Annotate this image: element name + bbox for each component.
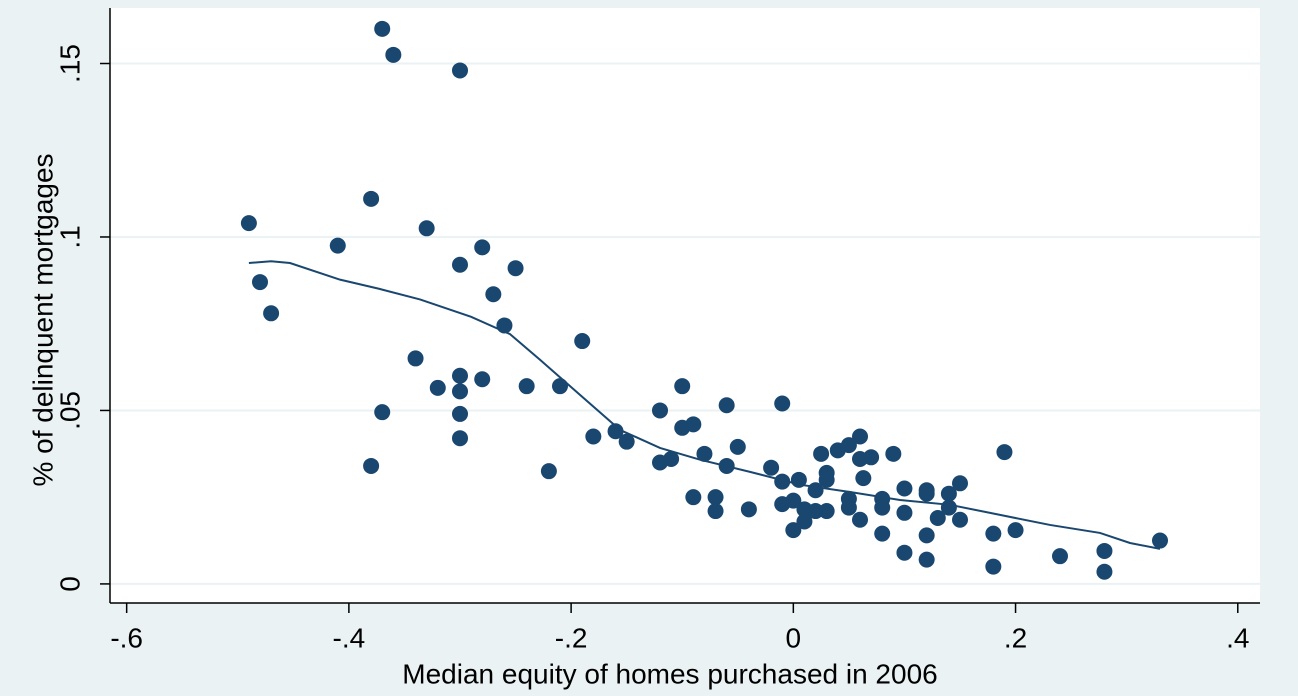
scatter-point [940,485,957,502]
scatter-point [474,371,491,388]
scatter-point [429,379,446,396]
scatter-point [896,504,913,521]
scatter-point [896,480,913,497]
x-tick-label: -.6 [110,622,143,653]
scatter-point [452,430,468,447]
scatter-point [718,397,735,414]
scatter-point [663,451,680,468]
scatter-point [363,457,380,474]
scatter-point [852,428,868,445]
scatter-point [929,510,946,526]
fit-line [248,260,1161,550]
scatter-point [785,522,802,539]
scatter-point [507,260,524,277]
scatter-point [918,485,935,502]
scatter-point [585,428,602,445]
scatter-point [807,503,824,520]
scatter-point [574,333,591,350]
scatter-point [685,416,702,433]
x-tick-label: .2 [1004,622,1027,653]
scatter-point [740,501,757,518]
scatter-point [329,237,346,254]
x-tick-label: .4 [1226,622,1249,653]
scatter-point [796,513,813,530]
scatter-point [618,433,635,450]
scatter-point [452,383,468,400]
scatter-point [996,444,1013,461]
scatter-point [707,489,724,506]
scatter-point [452,62,468,79]
scatter-point [674,378,691,395]
scatter-point [874,499,891,516]
scatter-point [952,511,968,528]
x-tick-label: -.2 [555,622,588,653]
scatter-point [552,378,568,395]
plot-area [110,8,1260,603]
scatter-point [385,46,402,63]
scatter-point [263,305,280,322]
scatter-point [985,558,1002,575]
y-tick-label: .05 [54,391,85,430]
scatter-point [252,274,268,291]
scatter-point [818,471,835,488]
scatter-point [607,423,624,440]
scatter-point [1007,522,1024,539]
scatter-point [852,511,868,528]
x-tick-label: 0 [786,622,802,653]
y-tick-label: 0 [54,576,85,592]
scatter-point [855,470,872,487]
scatter-point [813,445,830,462]
scatter-point [452,367,468,384]
scatter-point [874,525,891,542]
x-axis-title: Median equity of homes purchased in 2006 [402,658,937,689]
scatter-point [707,503,724,520]
scatter-point [918,527,935,544]
y-tick-label: .1 [54,225,85,248]
scatter-point [785,492,802,509]
scatter-point [885,445,902,462]
scatter-point [485,286,502,303]
scatter-point [1096,563,1113,580]
scatter-point [840,437,857,454]
scatter-point [418,220,435,237]
y-tick-label: .15 [54,44,85,83]
scatter-point [685,489,702,506]
scatter-point [774,395,791,412]
scatter-point [696,445,713,462]
scatter-point [1152,532,1168,549]
x-tick-label: -.4 [333,622,366,653]
scatter-point [374,20,391,37]
scatter-point [863,449,880,466]
scatter-point [518,378,535,395]
scatter-point [729,438,746,455]
scatter-point [774,473,791,490]
scatter-point [540,463,557,480]
y-axis-title: % of delinquent mortgages [27,153,58,486]
scatter-point [1052,548,1068,565]
scatter-point [940,499,957,516]
scatter-point [952,475,968,492]
scatter-point [452,256,468,273]
scatter-point [763,459,780,476]
scatter-point [374,404,391,421]
scatter-point [896,544,913,561]
scatter-point [652,402,668,419]
scatter-point [985,525,1002,542]
scatter-point [840,499,857,516]
scatter-point [240,215,257,232]
scatter-point [407,350,424,367]
scatter-point [818,503,835,520]
scatter-point [1096,542,1113,559]
scatter-point [918,551,935,568]
scatter-point [452,405,468,422]
scatter-point [474,239,491,256]
scatter-point [363,190,380,207]
